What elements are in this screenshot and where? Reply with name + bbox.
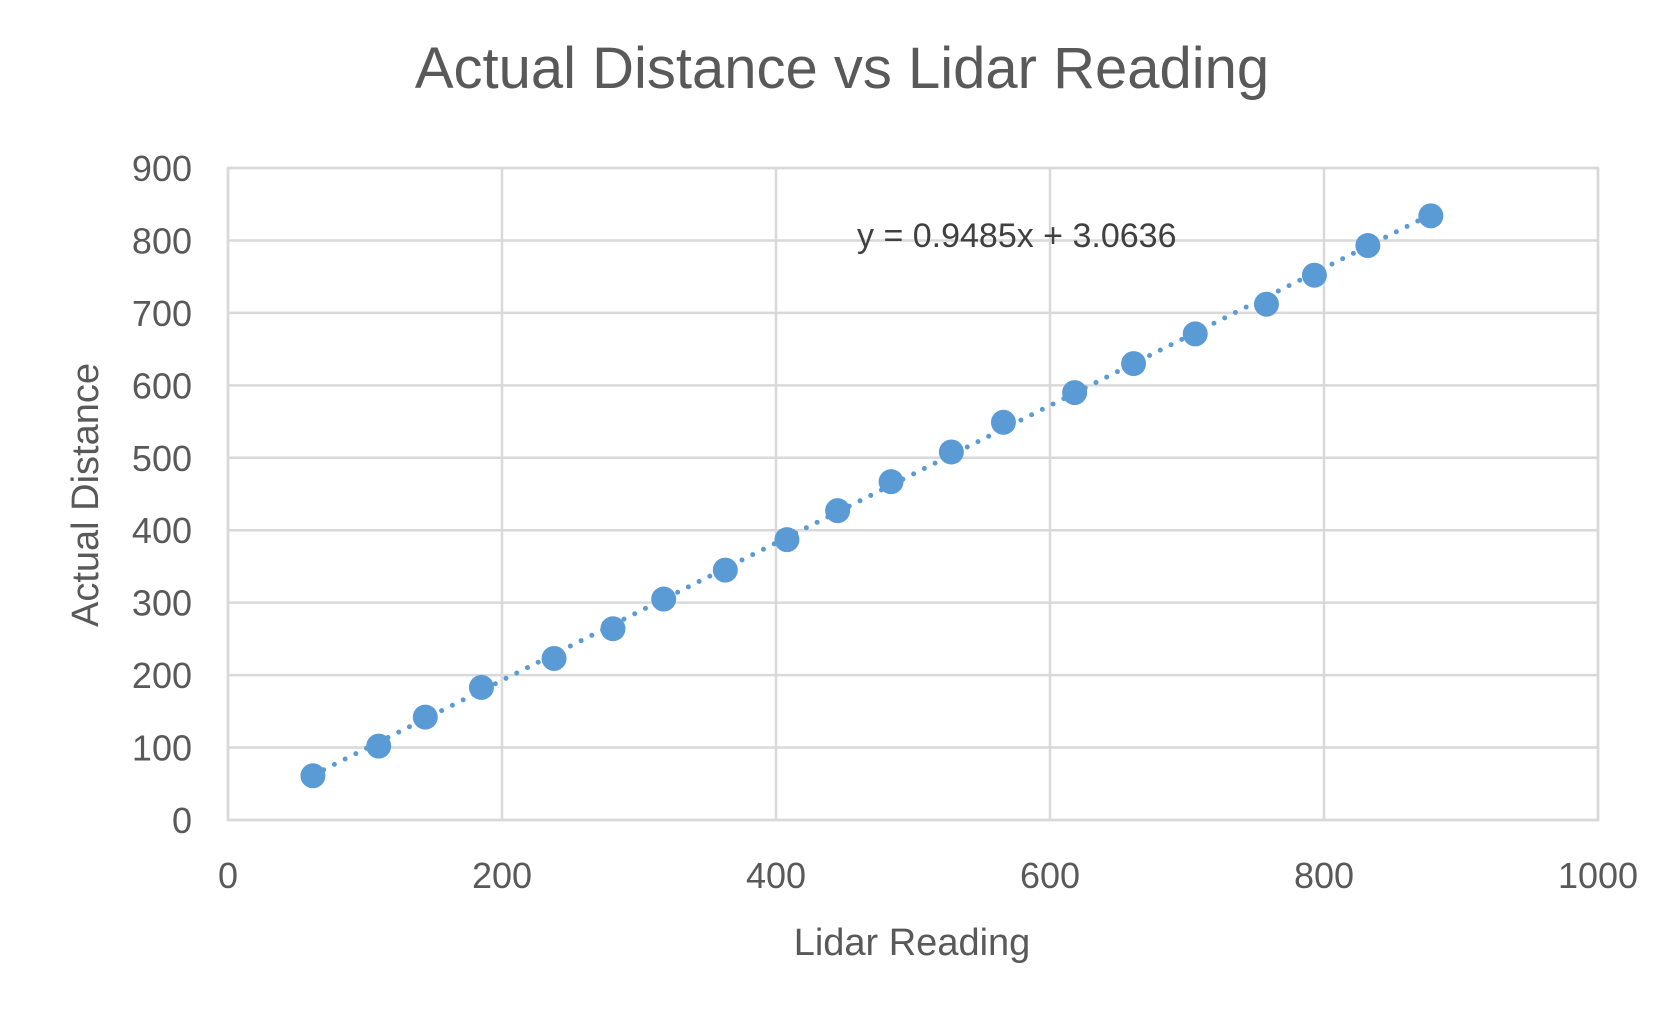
y-axis-label: Actual Distance: [65, 363, 107, 627]
data-point: [412, 704, 438, 730]
y-tick-label: 100: [132, 728, 192, 769]
data-point: [1182, 321, 1208, 347]
x-tick-label: 400: [746, 855, 806, 896]
data-point: [825, 498, 851, 524]
y-tick-label: 800: [132, 220, 192, 261]
y-tick-label: 700: [132, 293, 192, 334]
tick-label-layer: 0 100 200 300 400 500 600 700 800 900 0 200 400 600 80…: [132, 148, 1638, 896]
y-tick-label: 0: [172, 800, 192, 841]
data-point: [468, 674, 494, 700]
y-tick-label: 200: [132, 655, 192, 696]
data-point: [1253, 291, 1279, 317]
linear-trendline: [310, 211, 1434, 778]
data-point: [938, 439, 964, 465]
data-point: [1418, 203, 1444, 229]
data-point: [366, 733, 392, 759]
trendline-layer: [310, 211, 1434, 778]
x-tick-label: 800: [1294, 855, 1354, 896]
plot-area-border: [226, 166, 1600, 822]
data-point: [1355, 233, 1381, 259]
y-tick-label: 300: [132, 583, 192, 624]
y-tick-label: 600: [132, 365, 192, 406]
data-point: [1121, 351, 1147, 377]
y-tick-label: 400: [132, 510, 192, 551]
x-tick-label: 200: [472, 855, 532, 896]
x-axis-label: Lidar Reading: [794, 922, 1031, 964]
data-point: [774, 527, 800, 553]
data-point: [300, 763, 326, 789]
data-point: [1301, 262, 1327, 288]
y-tick-label: 900: [132, 148, 192, 189]
y-tick-label: 500: [132, 438, 192, 479]
x-tick-label: 1000: [1558, 855, 1638, 896]
trendline-equation-label: y = 0.9485x + 3.0636: [857, 217, 1176, 255]
data-point: [712, 557, 738, 583]
data-point: [600, 616, 626, 642]
x-tick-label: 600: [1020, 855, 1080, 896]
chart-title: Actual Distance vs Lidar Reading: [415, 36, 1269, 101]
data-point: [541, 645, 567, 671]
data-point: [651, 586, 677, 612]
data-point: [990, 409, 1016, 435]
data-point: [1062, 380, 1088, 406]
data-point: [878, 469, 904, 495]
data-point-layer: [300, 203, 1444, 789]
x-tick-label: 0: [218, 855, 238, 896]
